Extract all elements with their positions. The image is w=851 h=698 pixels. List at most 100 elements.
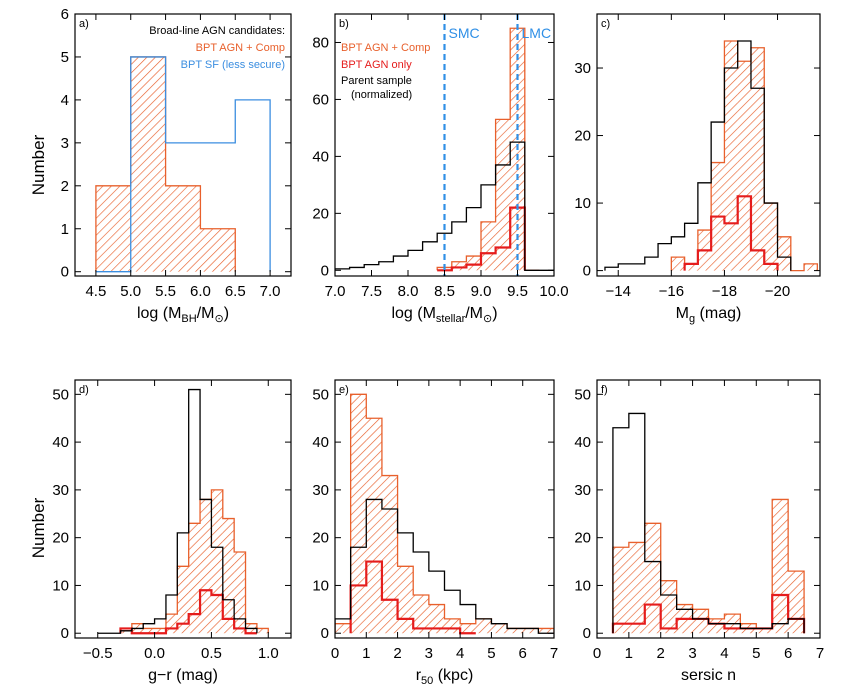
hatch-bar (522, 628, 539, 634)
xlabel-sub: 50 (421, 675, 433, 687)
hatch-outline (436, 27, 540, 271)
x-tick-label: −14 (606, 283, 631, 300)
histogram-line-line-red (119, 589, 257, 635)
y-tick-label: 20 (312, 205, 329, 222)
x-tick-label: 2 (657, 645, 665, 662)
y-tick-label: 0 (321, 262, 329, 279)
hatch-bar (764, 203, 778, 271)
x-tick-label: 1 (362, 645, 370, 662)
x-tick-label: 0.0 (144, 645, 165, 662)
y-tick-label: 40 (312, 434, 329, 451)
plot-area (335, 393, 554, 635)
x-tick-label: 6 (519, 645, 527, 662)
panel-label: d) (79, 384, 89, 396)
x-tick-label: 6.5 (225, 283, 246, 300)
x-tick-label: 4 (456, 645, 464, 662)
hatch-bar (756, 628, 773, 634)
chart-panel-b: SMC LMC 7.0 7.5 8.0 8.5 9.0 9.5 10.0 0 20 40 60 80 b) l… (312, 13, 569, 325)
panel-label: e) (339, 384, 349, 396)
x-axis-label: Mg (mag) (676, 305, 742, 325)
hatch-bar (772, 499, 789, 634)
plot-area (604, 40, 818, 272)
y-tick-label: 80 (312, 34, 329, 51)
hatch-bar (708, 618, 725, 634)
x-tick-label: 4.5 (85, 283, 106, 300)
xlabel-main: M (676, 305, 689, 322)
hatch-bar (211, 489, 223, 634)
hatch-bar (428, 604, 445, 634)
xlabel-main: log (M (391, 305, 435, 322)
legend-entry-normalized: (normalized) (351, 89, 412, 101)
xlabel-end: ) (224, 305, 229, 322)
xlabel-sub: stellar (436, 313, 466, 325)
hatch-bar (177, 566, 189, 634)
x-axis-label: sersic n (681, 667, 736, 684)
x-axis-label: log (MBH/M⊙) (137, 305, 229, 325)
x-tick-label: 2 (393, 645, 401, 662)
hatch-bar (413, 595, 429, 634)
y-tick-label: 0 (321, 625, 329, 642)
legend-entry-parent: Parent sample (341, 75, 412, 87)
x-tick-label: 7.5 (361, 283, 382, 300)
hatch-bar (143, 628, 155, 634)
y-tick-label: 10 (574, 195, 591, 212)
y-tick-label: 50 (574, 386, 591, 403)
ref-label-lmc: LMC (522, 25, 552, 41)
hatch-bar (381, 475, 398, 634)
ref-label-smc: SMC (449, 25, 480, 41)
hatch-bar (460, 623, 476, 634)
y-tick-label: 40 (574, 434, 591, 451)
x-tick-label: 0 (593, 645, 601, 662)
y-tick-label: 20 (52, 530, 69, 547)
y-tick-label: 0 (61, 264, 69, 281)
panel-label: c) (601, 18, 610, 30)
y-tick-label: 6 (61, 6, 69, 23)
hatch-bar (684, 263, 698, 271)
x-tick-label: 5 (752, 645, 760, 662)
y-tick-label: 0 (61, 625, 69, 642)
x-tick-label: 7 (550, 645, 558, 662)
x-tick-label: 0 (331, 645, 339, 662)
plot-area (611, 412, 806, 634)
x-tick-label: 5.5 (155, 283, 176, 300)
x-axis-label: log (Mstellar/M⊙) (391, 305, 497, 325)
hatch-bar (200, 499, 212, 634)
xlabel-sub: BH (181, 313, 196, 325)
axes-frame (596, 379, 821, 639)
hatch-bar (507, 628, 523, 634)
histogram-line-line-red (683, 195, 779, 271)
x-axis-label: r50 (kpc) (416, 667, 474, 687)
hatch-bar (444, 618, 461, 634)
x-tick-label: 0.5 (201, 645, 222, 662)
histogram-line-line-blue (95, 56, 271, 273)
legend-title: Broad-line AGN candidates: (149, 25, 285, 37)
y-tick-label: 50 (312, 386, 329, 403)
legend-entry-agn-comp: BPT AGN + Comp (341, 42, 430, 54)
y-tick-label: 10 (52, 577, 69, 594)
x-tick-label: 7.0 (260, 283, 281, 300)
hatch-bar (644, 523, 661, 634)
y-tick-label: 0 (583, 263, 591, 280)
y-tick-label: 2 (61, 178, 69, 195)
hatch-bar (350, 394, 367, 634)
x-tick-label: 6 (784, 645, 792, 662)
histogram-line-line-black (604, 40, 792, 271)
x-tick-label: 9.5 (507, 283, 528, 300)
x-tick-label: 8.5 (434, 283, 455, 300)
chart-panel-f: 0 1 2 3 4 5 6 7 0 10 20 30 40 50 f) sersic n (574, 379, 824, 684)
x-tick-label: 7 (816, 645, 824, 662)
xlabel-main: log (M (137, 305, 181, 322)
y-tick-label: 50 (52, 386, 69, 403)
histogram-line-line-black (335, 498, 554, 634)
hatch-bar (366, 418, 382, 634)
y-tick-label: 30 (52, 482, 69, 499)
hatch-bar (491, 623, 508, 634)
hatch-bar (165, 185, 201, 272)
y-tick-label: 0 (583, 625, 591, 642)
panel-label: a) (79, 18, 89, 30)
chart-panel-d: −0.5 0.0 0.5 1.0 0 10 20 30 40 50 d) g−r (mag) (52, 379, 292, 684)
panel-label: b) (339, 18, 349, 30)
hatch-bar (660, 580, 677, 634)
plot-area (95, 56, 271, 273)
